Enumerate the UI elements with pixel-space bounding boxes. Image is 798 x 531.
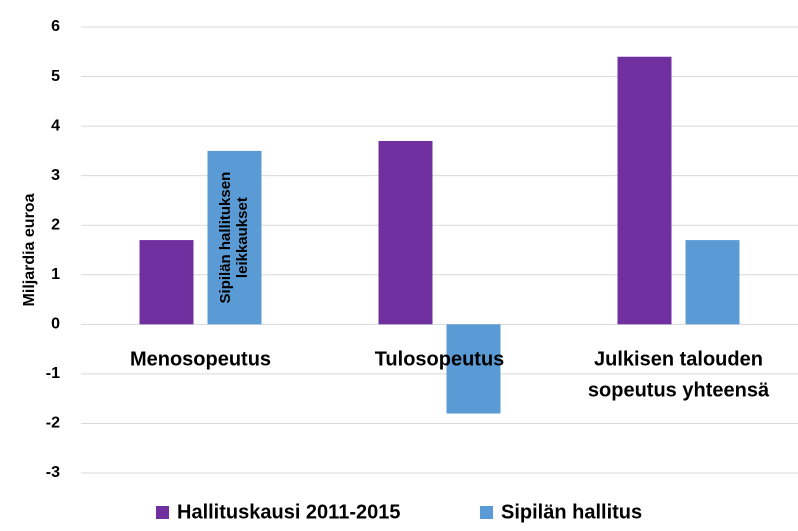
legend-label: Sipilän hallitus (501, 501, 642, 523)
bar (617, 56, 672, 325)
y-tick-label: 5 (51, 68, 60, 85)
y-tick-label: 1 (51, 266, 60, 283)
y-tick-label: -1 (46, 365, 60, 382)
y-tick-label: 0 (51, 316, 60, 333)
bar (446, 324, 501, 414)
annotation: Sipilän hallituksenleikkaukset (217, 172, 251, 304)
y-tick-label: 6 (51, 18, 60, 35)
bar (207, 150, 262, 325)
y-tick-label: 2 (51, 216, 60, 233)
bar (685, 240, 740, 325)
y-tick-label: 3 (51, 167, 60, 184)
x-tick-label: Julkisen talouden sopeutus yhteensä (588, 349, 770, 402)
legend-swatch (156, 506, 169, 519)
y-axis-label: Miljardia euroa (21, 193, 38, 306)
bar (378, 140, 433, 325)
x-tick-label: Tulosopeutus (375, 349, 505, 371)
legend-label: Hallituskausi 2011-2015 (177, 501, 400, 523)
y-tick-label: -2 (46, 415, 60, 432)
y-tick-label: 4 (51, 117, 60, 134)
bar (139, 240, 194, 325)
x-tick-label: Menosopeutus (130, 349, 271, 371)
y-tick-label: -3 (46, 464, 60, 481)
legend-swatch (480, 506, 493, 519)
